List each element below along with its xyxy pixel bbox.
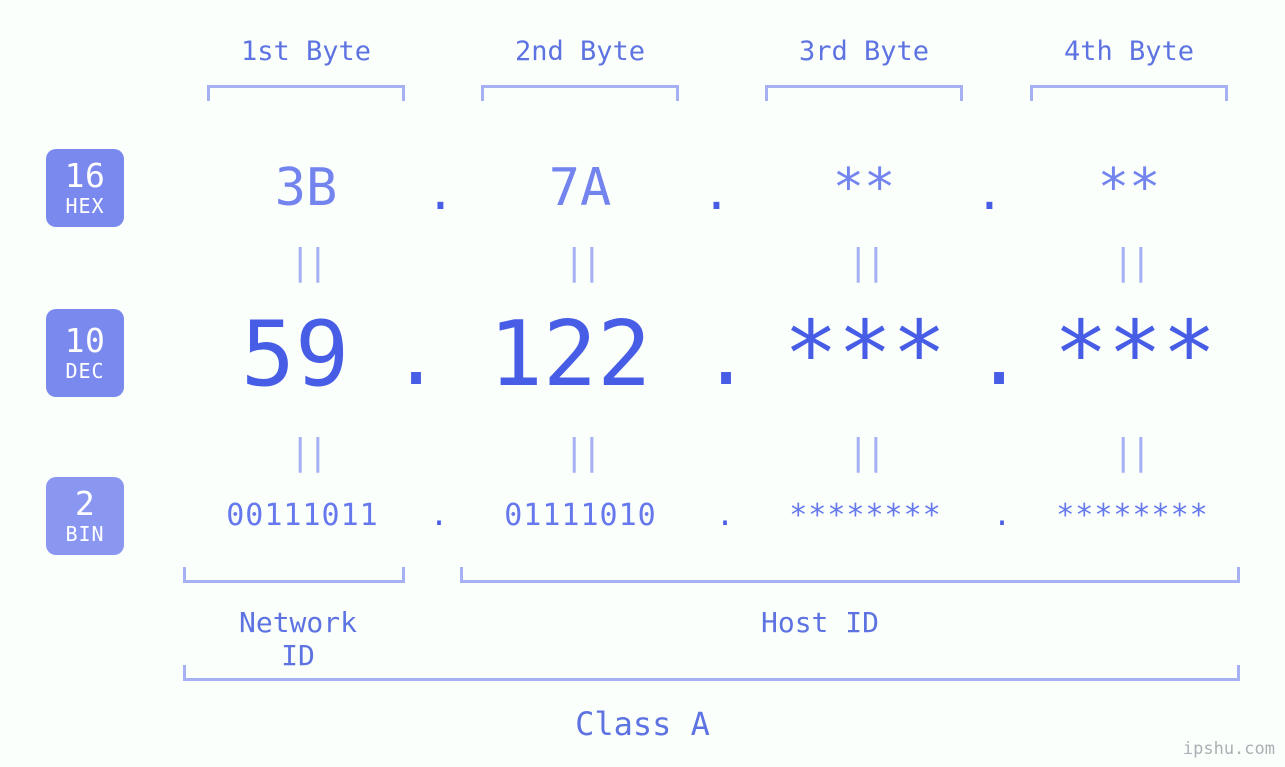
byte-bracket-4 [1030,85,1228,101]
class-label: Class A [0,705,1285,743]
hex-byte-4: ** [1030,158,1228,218]
dec-dot-1: . [392,310,440,403]
equals-hex-dec-4: || [1110,242,1150,283]
hex-dot-2: . [702,165,731,221]
byte-header-1: 1st Byte [207,36,405,67]
byte-bracket-3 [765,85,963,101]
host-id-label: Host ID [740,606,900,639]
dec-dot-3: . [975,310,1023,403]
dec-byte-4: *** [1030,302,1240,407]
hex-dot-3: . [975,165,1004,221]
dec-byte-3: *** [760,302,970,407]
base-badge-bin: 2 BIN [46,477,124,555]
byte-bracket-2 [481,85,679,101]
equals-hex-dec-1: || [287,242,327,283]
hex-byte-1: 3B [207,158,405,218]
bin-dot-1: . [430,498,448,533]
ip-byte-diagram: 16 HEX 10 DEC 2 BIN 1st Byte 2nd Byte 3r… [0,0,1285,767]
class-bracket [183,665,1240,681]
equals-dec-bin-4: || [1110,432,1150,473]
byte-header-3: 3rd Byte [765,36,963,67]
byte-header-2: 2nd Byte [481,36,679,67]
hex-dot-1: . [426,165,455,221]
dec-byte-1: 59 [205,302,385,407]
equals-dec-bin-1: || [287,432,327,473]
base-badge-bin-label: BIN [65,524,104,545]
bin-dot-2: . [716,498,734,533]
base-badge-hex-num: 16 [65,159,106,194]
base-badge-dec: 10 DEC [46,309,124,397]
base-badge-hex: 16 HEX [46,149,124,227]
base-badge-bin-num: 2 [75,487,95,522]
bin-byte-1: 00111011 [185,498,420,533]
equals-hex-dec-2: || [561,242,601,283]
equals-dec-bin-3: || [845,432,885,473]
equals-dec-bin-2: || [561,432,601,473]
byte-header-4: 4th Byte [1030,36,1228,67]
network-id-bracket [183,567,405,583]
base-badge-hex-label: HEX [65,196,104,217]
dec-dot-2: . [702,310,750,403]
dec-byte-2: 122 [445,302,695,407]
bin-byte-4: ******** [1015,498,1250,533]
hex-byte-3: ** [765,158,963,218]
hex-byte-2: 7A [481,158,679,218]
bin-byte-3: ******** [748,498,983,533]
byte-bracket-1 [207,85,405,101]
network-id-label: Network ID [218,606,378,672]
bin-byte-2: 01111010 [463,498,698,533]
bin-dot-3: . [993,498,1011,533]
base-badge-dec-label: DEC [65,361,104,382]
equals-hex-dec-3: || [845,242,885,283]
host-id-bracket [460,567,1240,583]
base-badge-dec-num: 10 [65,324,106,359]
watermark: ipshu.com [1183,739,1275,759]
